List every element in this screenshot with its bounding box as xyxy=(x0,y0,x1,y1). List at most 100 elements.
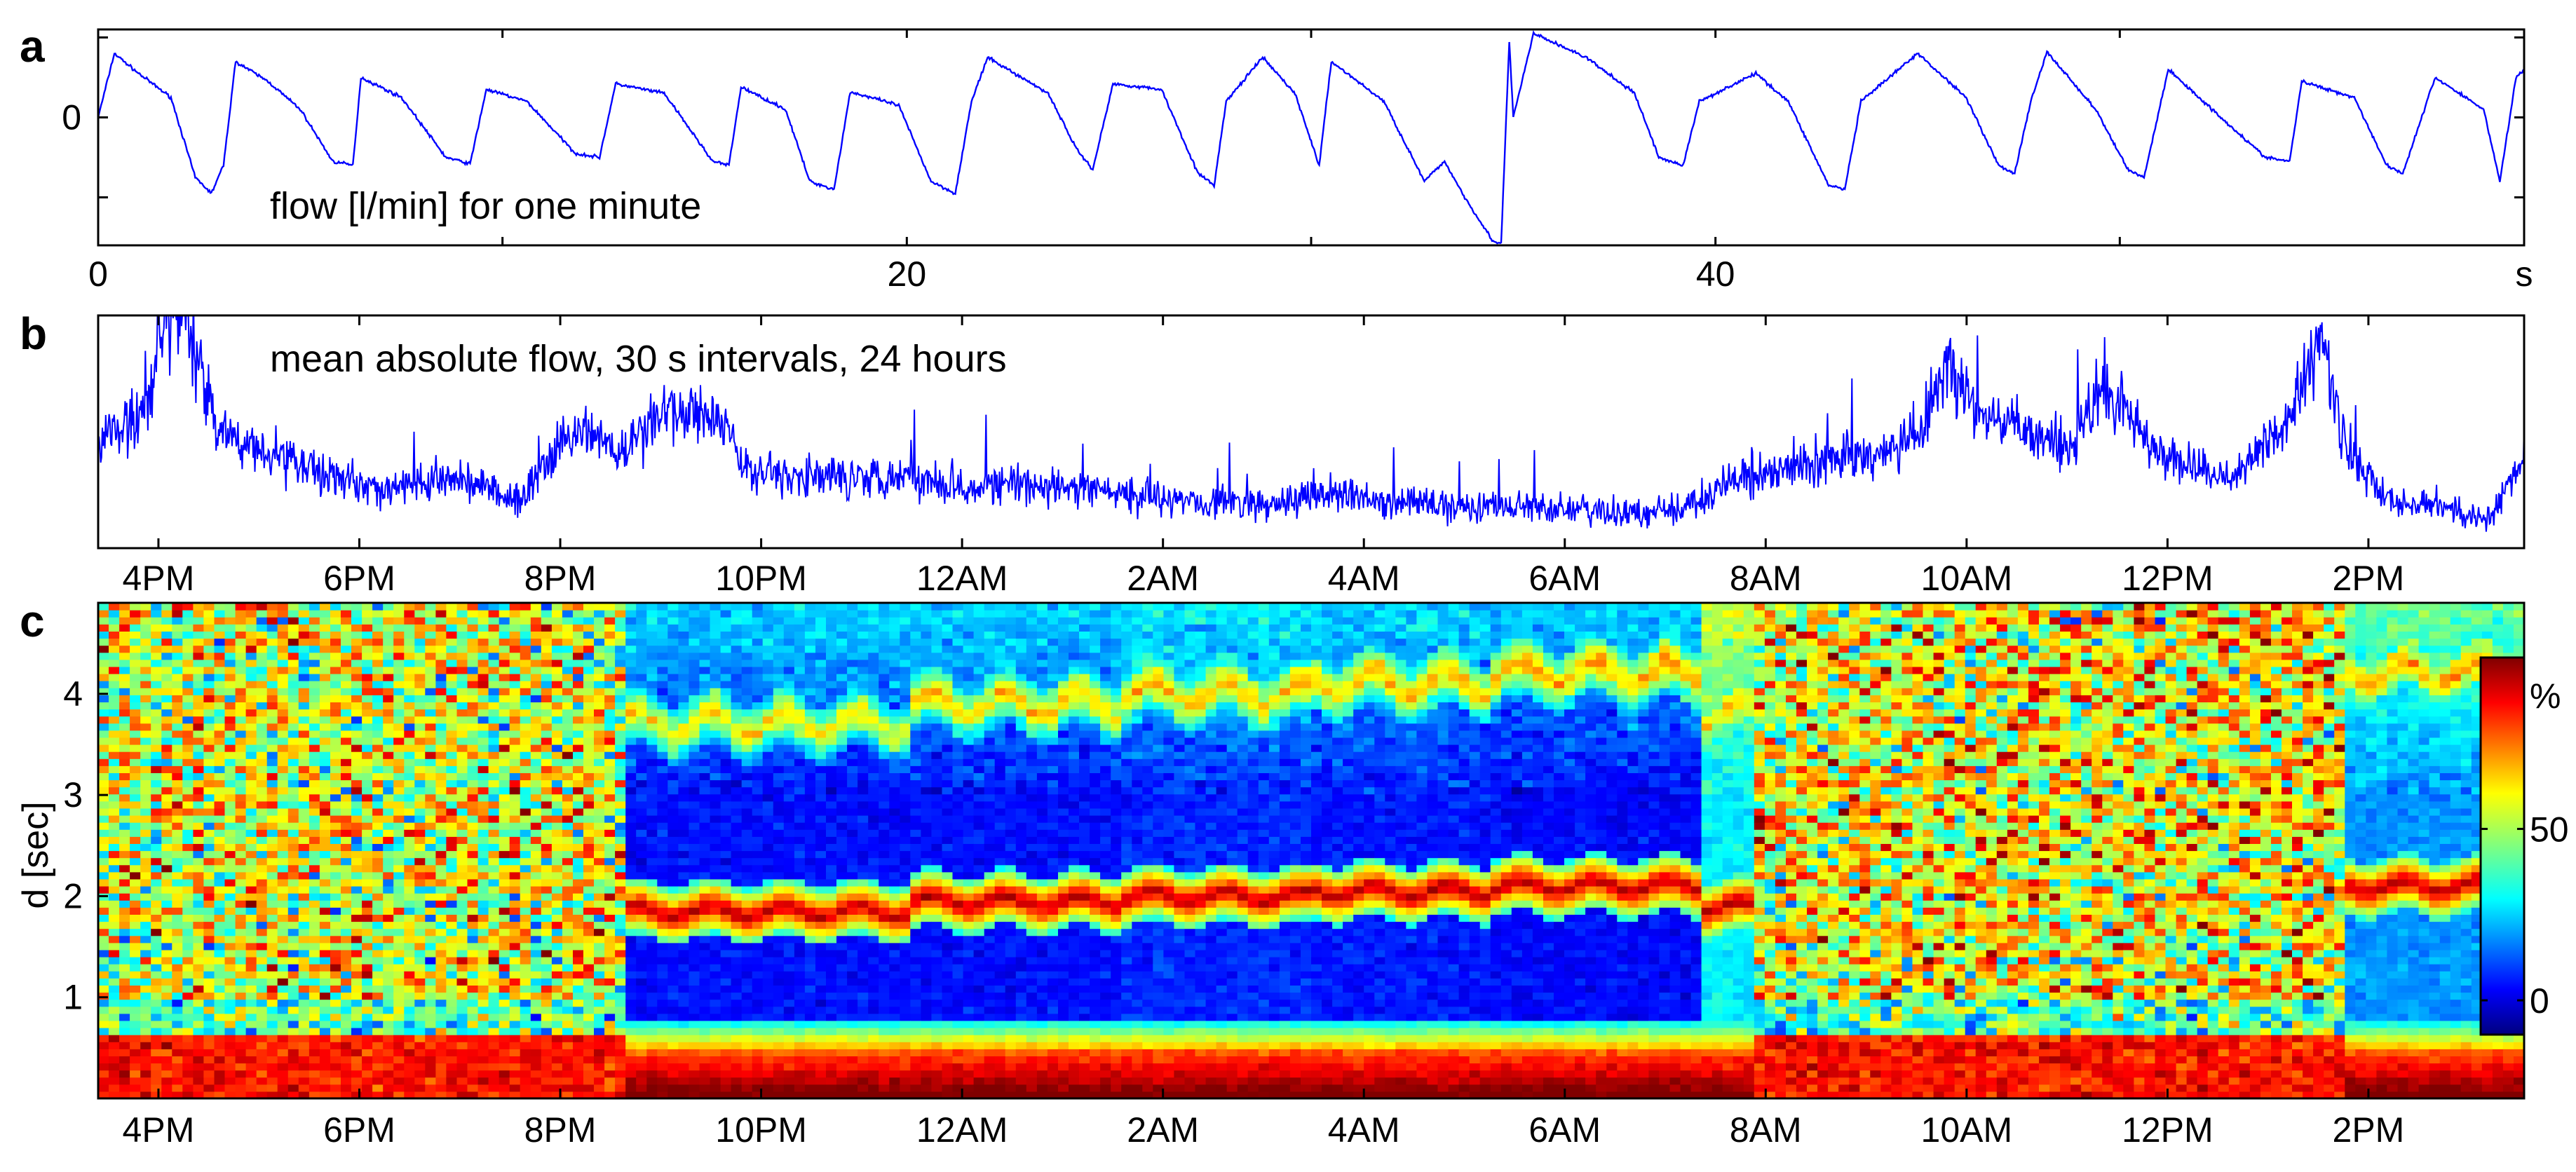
heatmap-cell xyxy=(224,985,236,993)
heatmap-cell xyxy=(435,999,447,1007)
heatmap-cell xyxy=(172,1056,183,1064)
heatmap-cell xyxy=(119,779,130,788)
heatmap-cell xyxy=(741,751,753,759)
heatmap-cell xyxy=(836,1056,848,1064)
heatmap-cell xyxy=(678,666,690,674)
heatmap-cell xyxy=(488,688,500,695)
heatmap-cell xyxy=(530,971,542,979)
heatmap-cell xyxy=(731,815,743,823)
heatmap-cell xyxy=(804,1056,816,1064)
heatmap-cell xyxy=(804,1020,816,1028)
heatmap-cell xyxy=(172,800,183,809)
heatmap-cell xyxy=(372,850,384,859)
heatmap-cell xyxy=(235,652,247,660)
heatmap-cell xyxy=(678,1013,690,1021)
heatmap-cell xyxy=(309,652,320,660)
heatmap-cell xyxy=(372,1084,384,1092)
heatmap-cell xyxy=(393,688,405,695)
heatmap-cell xyxy=(362,928,373,936)
heatmap-cell xyxy=(699,878,711,887)
heatmap-cell xyxy=(203,737,215,745)
heatmap-cell xyxy=(678,800,690,809)
heatmap-cell xyxy=(562,935,574,943)
heatmap-cell xyxy=(298,800,310,809)
heatmap-cell xyxy=(130,957,141,965)
heatmap-cell xyxy=(499,772,510,781)
heatmap-cell xyxy=(446,1077,458,1085)
heatmap-cell xyxy=(256,1077,268,1085)
heatmap-cell xyxy=(615,871,626,880)
heatmap-cell xyxy=(235,688,247,695)
heatmap-cell xyxy=(414,1091,426,1098)
heatmap-cell xyxy=(161,907,172,915)
heatmap-cell xyxy=(425,730,436,738)
heatmap-cell xyxy=(266,964,278,972)
heatmap-cell xyxy=(172,886,183,894)
heatmap-cell xyxy=(362,829,373,837)
heatmap-cell xyxy=(741,1035,753,1042)
heatmap-cell xyxy=(435,730,447,738)
heatmap-cell xyxy=(435,638,447,646)
heatmap-cell xyxy=(752,617,764,625)
heatmap-cell xyxy=(140,971,151,979)
heatmap-cell xyxy=(130,978,141,986)
heatmap-cell xyxy=(383,1006,394,1014)
heatmap-cell xyxy=(826,907,837,915)
heatmap-cell xyxy=(657,716,668,724)
heatmap-cell xyxy=(530,695,542,702)
heatmap-cell xyxy=(341,737,352,745)
heatmap-cell xyxy=(287,793,299,802)
heatmap-cell xyxy=(488,652,500,660)
heatmap-cell xyxy=(667,893,679,901)
heatmap-cell xyxy=(583,1013,595,1021)
heatmap-cell xyxy=(731,624,743,632)
heatmap-cell xyxy=(414,949,426,958)
heatmap-cell xyxy=(435,674,447,681)
heatmap-cell xyxy=(530,744,542,752)
heatmap-cell xyxy=(309,716,320,724)
heatmap-cell xyxy=(203,957,215,965)
heatmap-cell xyxy=(109,681,120,688)
heatmap-cell xyxy=(140,907,151,915)
heatmap-cell xyxy=(330,737,341,745)
heatmap-cell xyxy=(119,978,130,986)
heatmap-cell xyxy=(794,1006,806,1014)
heatmap-cell xyxy=(203,999,215,1007)
heatmap-cell xyxy=(762,659,774,667)
heatmap-cell xyxy=(362,1070,373,1078)
heatmap-cell xyxy=(826,624,837,632)
heatmap-cell xyxy=(393,949,405,958)
heatmap-cell xyxy=(256,907,268,915)
heatmap-cell xyxy=(520,652,531,660)
heatmap-cell xyxy=(667,786,679,795)
heatmap-cell xyxy=(172,624,183,632)
heatmap-cell xyxy=(636,652,647,660)
heatmap-cell xyxy=(235,907,247,915)
heatmap-cell xyxy=(530,871,542,880)
heatmap-cell xyxy=(657,857,668,866)
heatmap-cell xyxy=(172,1070,183,1078)
heatmap-cell xyxy=(130,1006,141,1014)
heatmap-cell xyxy=(530,815,542,823)
heatmap-cell xyxy=(773,1020,785,1028)
heatmap-cell xyxy=(467,765,479,773)
heatmap-cell xyxy=(530,779,542,788)
heatmap-cell xyxy=(731,871,743,880)
heatmap-cell xyxy=(193,942,205,950)
heatmap-cell xyxy=(140,765,151,773)
heatmap-cell xyxy=(467,659,479,667)
heatmap-cell xyxy=(615,957,626,965)
heatmap-cell xyxy=(362,871,373,880)
heatmap-cell xyxy=(151,857,162,866)
heatmap-cell xyxy=(256,1049,268,1056)
heatmap-cell xyxy=(245,836,257,844)
heatmap-cell xyxy=(762,850,774,859)
heatmap-cell xyxy=(393,857,405,866)
heatmap-cell xyxy=(235,709,247,717)
heatmap-cell xyxy=(826,900,837,908)
heatmap-cell xyxy=(467,886,479,894)
heatmap-cell xyxy=(488,886,500,894)
heatmap-cell xyxy=(435,1013,447,1021)
heatmap-cell xyxy=(109,878,120,887)
heatmap-cell xyxy=(130,1091,141,1098)
